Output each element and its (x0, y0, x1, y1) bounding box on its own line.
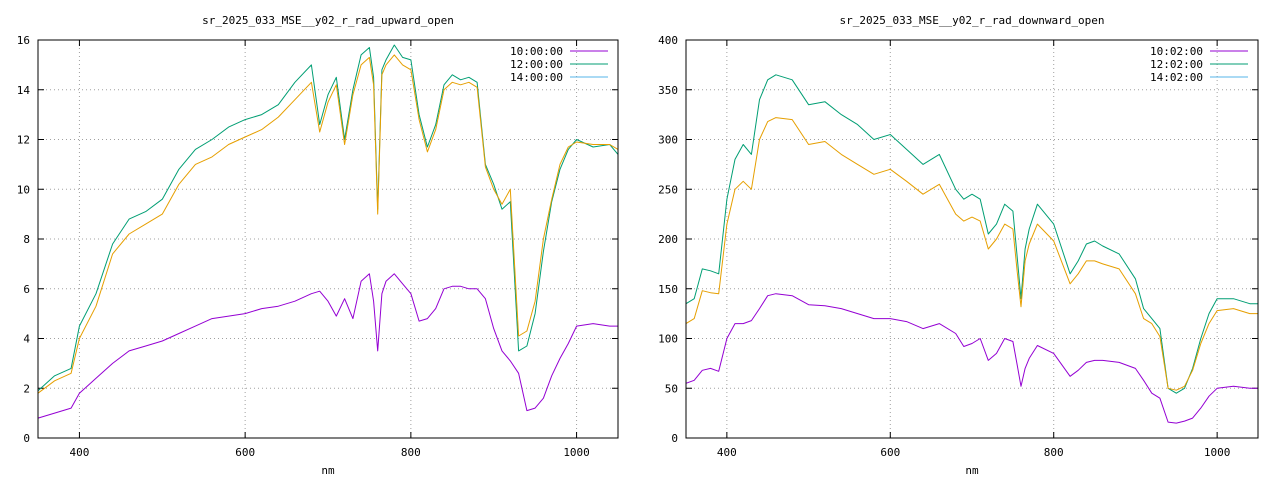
chart-title: sr_2025_033_MSE__y02_r_rad_upward_open (202, 14, 454, 27)
x-tick-label: 400 (69, 446, 89, 459)
plot-frame (685, 39, 1259, 439)
series-line-1 (685, 74, 1258, 394)
plot-frame (37, 39, 619, 439)
chart-upward: sr_2025_033_MSE__y02_r_rad_upward_open n… (17, 14, 619, 477)
y-tick-label: 12 (17, 134, 30, 147)
x-axis-label: nm (965, 464, 979, 477)
y-tick-label: 150 (658, 283, 678, 296)
legend-label: 14:00:00 (510, 71, 563, 84)
series-line-0 (685, 293, 1258, 424)
y-tick-label: 0 (23, 432, 30, 445)
x-tick-label: 800 (1044, 446, 1064, 459)
legend-label: 10:00:00 (510, 45, 563, 58)
y-tick-label: 14 (17, 84, 31, 97)
series-line-3 (685, 117, 1258, 391)
legend-label: 10:02:00 (1150, 45, 1203, 58)
y-tick-label: 4 (23, 333, 30, 346)
y-tick-label: 100 (658, 333, 678, 346)
series-line-0 (37, 273, 618, 419)
x-tick-label: 600 (880, 446, 900, 459)
y-tick-label: 16 (17, 34, 30, 47)
y-tick-label: 6 (23, 283, 30, 296)
y-tick-label: 400 (658, 34, 678, 47)
y-tick-label: 200 (658, 233, 678, 246)
y-tick-label: 2 (23, 382, 30, 395)
y-tick-label: 250 (658, 183, 678, 196)
legend-label: 12:02:00 (1150, 58, 1203, 71)
chart-title: sr_2025_033_MSE__y02_r_rad_downward_open (840, 14, 1105, 27)
x-tick-label: 1000 (563, 446, 590, 459)
x-axis-label: nm (321, 464, 335, 477)
y-tick-label: 350 (658, 84, 678, 97)
y-tick-label: 8 (23, 233, 30, 246)
series-line-3 (37, 54, 619, 394)
x-tick-label: 1000 (1204, 446, 1231, 459)
legend-label: 12:00:00 (510, 58, 563, 71)
legend-label: 14:02:00 (1150, 71, 1203, 84)
y-tick-label: 10 (17, 183, 30, 196)
y-tick-label: 50 (665, 382, 678, 395)
y-tick-label: 300 (658, 134, 678, 147)
x-tick-label: 400 (717, 446, 737, 459)
chart-downward: sr_2025_033_MSE__y02_r_rad_downward_open… (658, 14, 1259, 477)
series-line-1 (37, 44, 619, 392)
x-tick-label: 600 (235, 446, 255, 459)
x-tick-label: 800 (401, 446, 421, 459)
y-tick-label: 0 (671, 432, 678, 445)
